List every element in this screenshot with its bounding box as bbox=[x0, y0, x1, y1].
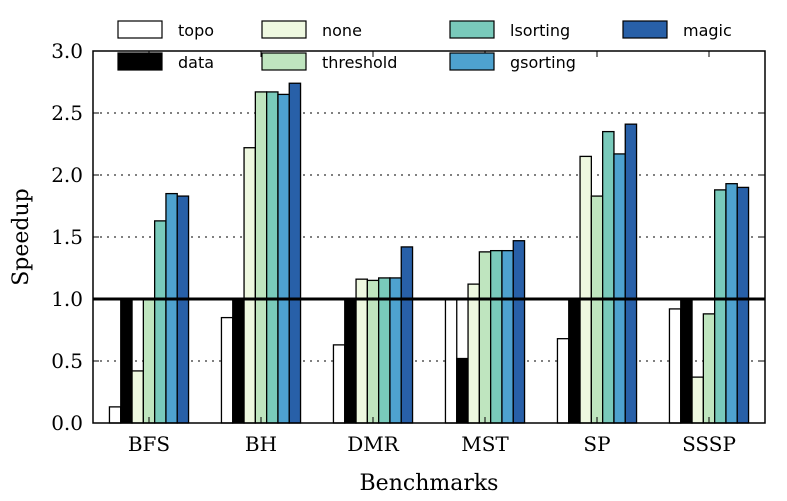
legend: topo data none threshold lsorting gsorting mag… bbox=[117, 20, 732, 72]
x-tick-label-dmr: DMR bbox=[347, 432, 400, 456]
bar-sssp-gsorting bbox=[725, 183, 738, 424]
bar-bfs-gsorting bbox=[165, 192, 178, 424]
bar-mst-lsorting bbox=[489, 249, 503, 424]
legend-label-gsorting: gsorting bbox=[510, 53, 576, 72]
bar-sp-data bbox=[568, 298, 581, 424]
legend-label-magic: magic bbox=[683, 21, 732, 40]
bar-sp-threshold bbox=[590, 195, 604, 424]
bar-sp-topo bbox=[556, 338, 570, 424]
legend-swatch-data bbox=[117, 52, 163, 71]
bar-mst-data bbox=[456, 357, 469, 424]
x-tick-label-mst: MST bbox=[461, 432, 509, 456]
x-axis-title: Benchmarks bbox=[360, 471, 499, 496]
legend-swatch-none bbox=[261, 20, 307, 39]
legend-swatch-lsorting bbox=[449, 20, 495, 39]
y-tick-label-5: 2.5 bbox=[51, 101, 83, 125]
bar-dmr-topo bbox=[332, 344, 346, 424]
bar-sssp-data bbox=[680, 298, 693, 424]
x-tick-label-bfs: BFS bbox=[128, 432, 170, 456]
axes: 0.0 0.5 1.0 1.5 2.0 2.5 3.0 BFS BH DMR MST SP SSSP bbox=[51, 39, 765, 456]
bar-bfs-lsorting bbox=[153, 220, 167, 424]
bar-bfs-magic bbox=[176, 195, 190, 424]
legend-label-topo: topo bbox=[178, 21, 214, 40]
legend-label-none: none bbox=[322, 21, 362, 40]
y-tick-label-1: 0.5 bbox=[51, 349, 83, 373]
bar-bh-topo bbox=[220, 316, 234, 424]
bar-mst-topo bbox=[444, 298, 458, 424]
bar-sp-lsorting bbox=[602, 130, 615, 424]
bar-sssp-topo bbox=[668, 308, 682, 424]
bar-sp-gsorting bbox=[613, 153, 626, 424]
bar-dmr-threshold bbox=[366, 279, 380, 424]
bar-bh-data bbox=[232, 298, 245, 424]
legend-swatch-topo bbox=[117, 20, 163, 39]
bar-bfs-data bbox=[120, 298, 133, 424]
y-axis-title: Speedup bbox=[9, 188, 34, 286]
x-tick-label-sssp: SSSP bbox=[682, 432, 736, 456]
x-tick-label-sp: SP bbox=[583, 432, 610, 456]
bar-mst-threshold bbox=[478, 251, 492, 424]
bar-sp-none bbox=[579, 155, 592, 424]
bar-bfs-none bbox=[131, 370, 145, 424]
legend-swatch-magic bbox=[622, 20, 668, 39]
bar-bh-none bbox=[243, 147, 257, 424]
bar-mst-gsorting bbox=[501, 249, 514, 424]
bar-sssp-threshold bbox=[702, 313, 716, 424]
grid-lines bbox=[93, 112, 765, 362]
bar-bh-threshold bbox=[254, 91, 268, 424]
bar-bh-lsorting bbox=[265, 91, 279, 424]
bars bbox=[108, 82, 750, 424]
legend-label-lsorting: lsorting bbox=[510, 21, 570, 40]
bar-sssp-magic bbox=[736, 186, 750, 424]
y-tick-label-0: 0.0 bbox=[51, 411, 83, 435]
bar-dmr-magic bbox=[400, 246, 414, 424]
legend-swatch-threshold bbox=[261, 52, 307, 71]
legend-label-data: data bbox=[178, 53, 214, 72]
y-tick-label-2: 1.0 bbox=[51, 287, 83, 311]
bar-mst-none bbox=[467, 283, 480, 424]
bar-bh-gsorting bbox=[277, 93, 290, 424]
legend-label-threshold: threshold bbox=[322, 53, 397, 72]
bar-sssp-none bbox=[691, 376, 704, 424]
bar-dmr-none bbox=[355, 278, 368, 424]
bar-bfs-threshold bbox=[142, 298, 156, 424]
x-tick-label-bh: BH bbox=[245, 432, 277, 456]
y-tick-label-3: 1.5 bbox=[51, 225, 83, 249]
bar-sssp-lsorting bbox=[714, 189, 727, 424]
y-tick-label-6: 3.0 bbox=[51, 39, 83, 63]
bar-dmr-data bbox=[344, 298, 357, 424]
bar-mst-magic bbox=[512, 240, 526, 424]
legend-swatch-gsorting bbox=[449, 52, 495, 71]
bar-sp-magic bbox=[624, 123, 638, 424]
bar-bh-magic bbox=[288, 82, 302, 424]
bar-bfs-topo bbox=[108, 406, 122, 424]
y-tick-label-4: 2.0 bbox=[51, 163, 83, 187]
